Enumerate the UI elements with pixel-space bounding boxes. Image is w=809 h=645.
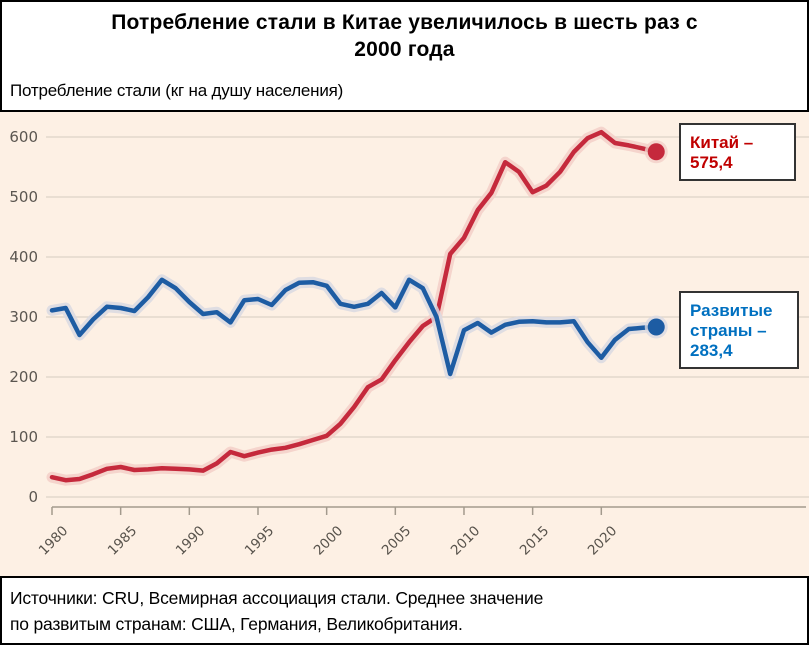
source-note-line1: Источники: CRU, Всемирная ассоциация ста… bbox=[10, 588, 544, 608]
end-dot-0 bbox=[647, 143, 665, 161]
source-note-line2: по развитым странам: США, Германия, Вели… bbox=[10, 614, 463, 634]
series-label-developed-name2: страны – bbox=[690, 321, 767, 340]
y-axis-label: 400 bbox=[9, 248, 38, 266]
series-halo-1 bbox=[46, 274, 662, 380]
source-note: Источники: CRU, Всемирная ассоциация ста… bbox=[0, 576, 809, 645]
y-axis-label: 200 bbox=[9, 368, 38, 386]
series-line-0 bbox=[49, 129, 659, 483]
series-line-1 bbox=[49, 277, 659, 377]
series-label-developed-name1: Развитые bbox=[690, 301, 773, 320]
line-chart-canvas bbox=[46, 126, 809, 515]
series-label-china: Китай – 575,4 bbox=[679, 123, 796, 181]
y-axis-label: 600 bbox=[9, 128, 38, 146]
y-axis-label: 0 bbox=[28, 488, 38, 506]
chart-header: Потребление стали в Китае увеличилось в … bbox=[0, 0, 809, 112]
y-axis-label: 500 bbox=[9, 188, 38, 206]
series-label-china-name: Китай – bbox=[690, 133, 754, 152]
chart-title-line2: 2000 года bbox=[354, 38, 455, 61]
series-label-developed-value: 283,4 bbox=[690, 341, 733, 360]
chart-title: Потребление стали в Китае увеличилось в … bbox=[2, 9, 807, 63]
chart-subtitle: Потребление стали (кг на душу населения) bbox=[10, 81, 344, 100]
chart-title-line1: Потребление стали в Китае увеличилось в … bbox=[111, 11, 698, 34]
end-dot-1 bbox=[647, 318, 665, 336]
chart-plot-area: 0 100 200 300 400 500 600 1980 1985 1990 1995 2000 2… bbox=[0, 112, 809, 576]
series-label-developed: Развитые страны – 283,4 bbox=[679, 291, 799, 369]
series-label-china-value: 575,4 bbox=[690, 153, 733, 172]
y-axis-label: 300 bbox=[9, 308, 38, 326]
y-axis-label: 100 bbox=[9, 428, 38, 446]
